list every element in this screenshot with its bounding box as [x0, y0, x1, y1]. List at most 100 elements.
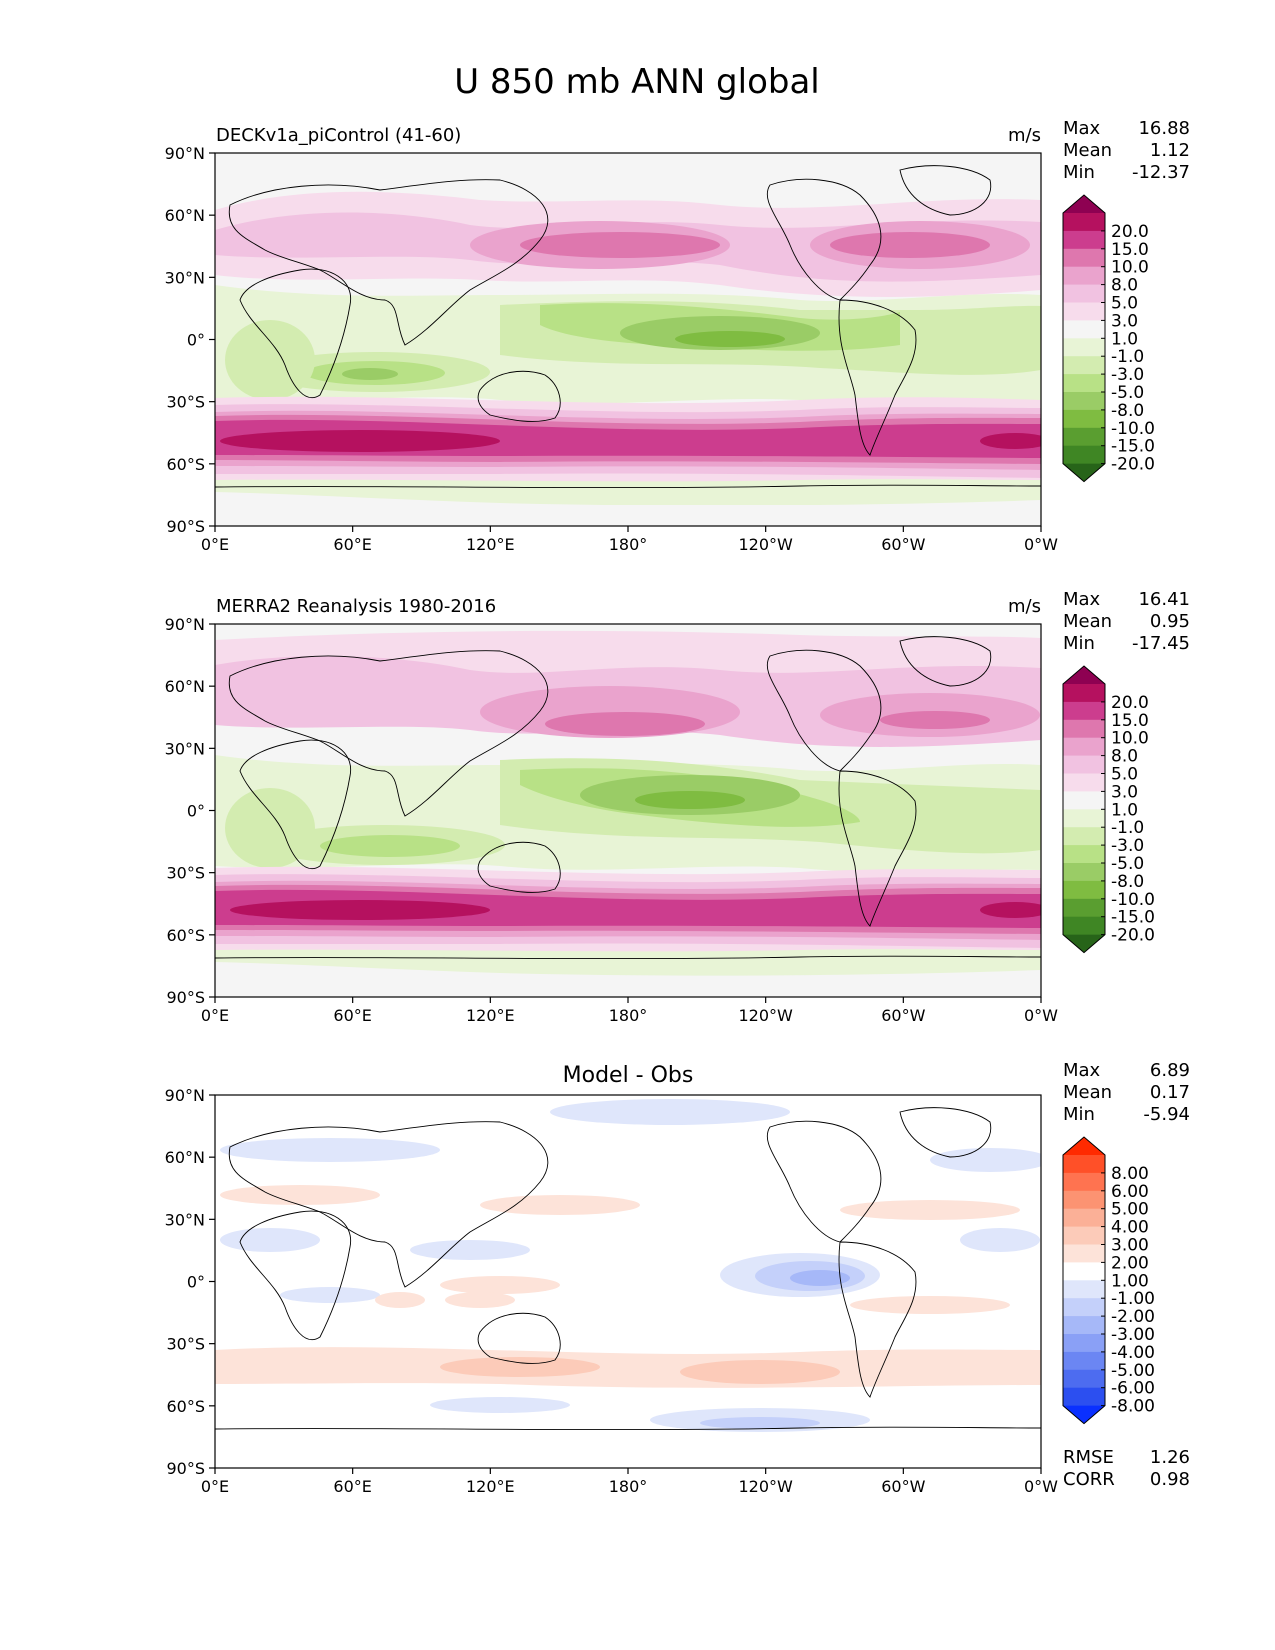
stat-mean-value: 1.12 [1150, 140, 1190, 161]
colorbar-label: -8.0 [1111, 401, 1144, 421]
x-tick-label: 120°E [466, 1477, 515, 1496]
colorbar-label: -8.0 [1111, 872, 1144, 892]
colorbar-label: -15.0 [1111, 437, 1155, 457]
y-tick-label: 90°N [165, 615, 205, 634]
contour-field [215, 624, 1041, 997]
panel-model: DECKv1a_piControl (41-60) m/s [214, 118, 1190, 527]
colorbar-label: 4.00 [1111, 1218, 1149, 1238]
panel-title: Model - Obs [563, 1063, 694, 1088]
panel-reference: MERRA2 Reanalysis 1980-2016 m/s [214, 589, 1190, 998]
y-tick-label: 0° [187, 802, 205, 821]
x-tick-label: 60°E [333, 535, 371, 554]
x-tick-label: 60°E [333, 1006, 371, 1025]
colorbar-swatch [1063, 213, 1105, 232]
colorbar-label: 1.0 [1111, 800, 1138, 820]
colorbar-swatch [1063, 755, 1105, 774]
colorbar-swatch [1063, 427, 1105, 447]
colorbar-swatch [1063, 230, 1105, 250]
colorbar-label: 5.00 [1111, 1200, 1149, 1220]
colorbar-swatch [1063, 1334, 1105, 1353]
colorbar-label: -1.00 [1111, 1289, 1155, 1309]
colorbar-swatch [1063, 266, 1105, 286]
stat-max-label: Max [1063, 118, 1101, 139]
colorbar-label: 6.00 [1111, 1182, 1149, 1202]
panel-units: m/s [1008, 125, 1041, 146]
colorbar: 20.015.010.08.05.03.01.0-1.0-3.0-5.0-8.0… [1062, 194, 1155, 483]
colorbar-label: -6.00 [1111, 1379, 1155, 1399]
y-tick-label: 30°S [166, 864, 205, 883]
y-tick-label: 30°S [166, 1335, 205, 1354]
stat-min-value: -17.45 [1132, 633, 1190, 654]
panel-difference: Model - Obs [214, 1060, 1190, 1490]
colorbar-label: -1.0 [1111, 818, 1144, 838]
panel-title: DECKv1a_piControl (41-60) [216, 125, 461, 146]
x-tick-label: 120°W [738, 1006, 793, 1025]
stat-mean-value: 0.95 [1150, 611, 1190, 632]
colorbar-swatch [1063, 898, 1105, 918]
colorbar-label: -5.0 [1111, 854, 1144, 874]
x-tick-label: 0°E [201, 535, 229, 554]
colorbar-swatch [1063, 409, 1105, 429]
colorbar-swatch [1063, 356, 1105, 375]
contour-field [215, 153, 1041, 526]
x-tick-label: 0°W [1024, 1006, 1058, 1025]
colorbar-swatch [1063, 302, 1105, 321]
colorbar-swatch [1063, 719, 1105, 739]
y-tick-label: 60°N [165, 206, 205, 225]
figure-title: U 850 mb ANN global [454, 62, 820, 102]
colorbar-label: -4.00 [1111, 1343, 1155, 1363]
colorbar-swatch [1063, 1208, 1105, 1228]
colorbar-label: -3.0 [1111, 365, 1144, 385]
colorbar-label: 20.0 [1111, 222, 1149, 242]
y-tick-label: 30°N [165, 1210, 205, 1229]
stat-min-value: -12.37 [1132, 162, 1190, 183]
stat-mean-label: Mean [1063, 140, 1112, 161]
colorbar-swatch [1063, 791, 1105, 810]
colorbar-label: -8.00 [1111, 1397, 1155, 1417]
colorbar-swatch [1063, 845, 1105, 864]
x-tick-label: 0°W [1024, 1477, 1058, 1496]
y-tick-label: 0° [187, 331, 205, 350]
x-tick-label: 120°E [466, 1006, 515, 1025]
x-tick-label: 60°W [881, 1477, 925, 1496]
colorbar-extend-max [1063, 666, 1105, 684]
colorbar-swatch [1063, 445, 1105, 465]
x-tick-label: 120°W [738, 535, 793, 554]
colorbar-swatch [1063, 809, 1105, 828]
panel-units: m/s [1008, 596, 1041, 617]
stat-corr-value: 0.98 [1150, 1469, 1190, 1490]
stat-max-value: 16.41 [1138, 589, 1190, 610]
colorbar-swatch [1063, 392, 1105, 411]
colorbar-extend-min [1063, 1405, 1105, 1424]
panel-title: MERRA2 Reanalysis 1980-2016 [216, 596, 496, 617]
colorbar: 20.015.010.08.05.03.01.0-1.0-3.0-5.0-8.0… [1062, 665, 1155, 954]
y-tick-label: 60°N [165, 677, 205, 696]
colorbar-swatch [1063, 863, 1105, 882]
colorbar-swatch [1063, 1262, 1105, 1281]
colorbar-label: -3.00 [1111, 1325, 1155, 1345]
colorbar-label: 15.0 [1111, 711, 1149, 731]
x-tick-label: 60°E [333, 1477, 371, 1496]
stat-corr-label: CORR [1063, 1469, 1115, 1490]
colorbar-swatch [1063, 827, 1105, 846]
colorbar-label: 1.00 [1111, 1271, 1149, 1291]
stat-min-label: Min [1063, 162, 1095, 183]
stat-mean-label: Mean [1063, 1082, 1112, 1103]
x-tick-label: 0°W [1024, 535, 1058, 554]
x-tick-label: 180° [609, 1006, 648, 1025]
colorbar-swatch [1063, 374, 1105, 393]
colorbar-swatch [1063, 1244, 1105, 1263]
colorbar-extend-max [1063, 1137, 1105, 1155]
y-tick-label: 90°S [166, 1459, 205, 1478]
colorbar-label: -20.0 [1111, 926, 1155, 946]
contour-field [215, 1095, 1041, 1468]
stat-max-value: 6.89 [1150, 1060, 1190, 1081]
stat-min-value: -5.94 [1143, 1104, 1190, 1125]
x-tick-label: 0°E [201, 1006, 229, 1025]
colorbar-swatch [1063, 1351, 1105, 1371]
x-tick-label: 180° [609, 535, 648, 554]
colorbar-label: 20.0 [1111, 693, 1149, 713]
colorbar-extend-min [1063, 463, 1105, 482]
colorbar-swatch [1063, 1369, 1105, 1389]
